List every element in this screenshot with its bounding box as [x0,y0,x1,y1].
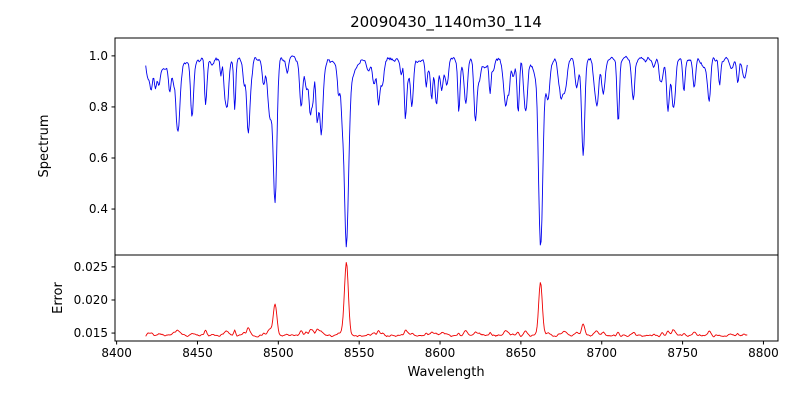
y-axis-label-error: Error [51,282,66,314]
y-tick-label-spectrum: 1.0 [89,49,108,63]
x-tick-label: 8600 [425,346,456,360]
y-tick-label-error: 0.020 [74,293,108,307]
x-axis-label: Wavelength [407,365,484,380]
x-tick-label: 8750 [667,346,698,360]
y-tick-label-spectrum: 0.6 [89,151,108,165]
x-tick-label: 8550 [344,346,375,360]
chart-title: 20090430_1140m30_114 [350,13,542,32]
spectrum-panel-border [114,37,779,256]
x-tick-label: 8800 [748,346,779,360]
x-tick-label: 8450 [182,346,213,360]
error-line [145,261,748,338]
y-axis-label-spectrum: Spectrum [37,115,52,178]
x-tick-label: 8650 [506,346,537,360]
y-tick-label-spectrum: 0.4 [89,202,108,216]
spectrum-line [145,55,748,248]
x-tick-label: 8500 [263,346,294,360]
plot-layer: 8400 8450 8500 8550 8600 8650 8700 8750 8800 0.4 0… [74,37,779,360]
error-panel-border [114,254,779,342]
x-tick-label: 8400 [101,346,132,360]
x-tick-label: 8700 [586,346,617,360]
y-tick-label-spectrum: 0.8 [89,100,108,114]
y-tick-label-error: 0.015 [74,326,108,340]
y-tick-label-error: 0.025 [74,260,108,274]
ticks-layer: 8400 8450 8500 8550 8600 8650 8700 8750 8800 0.4 0… [74,49,779,360]
